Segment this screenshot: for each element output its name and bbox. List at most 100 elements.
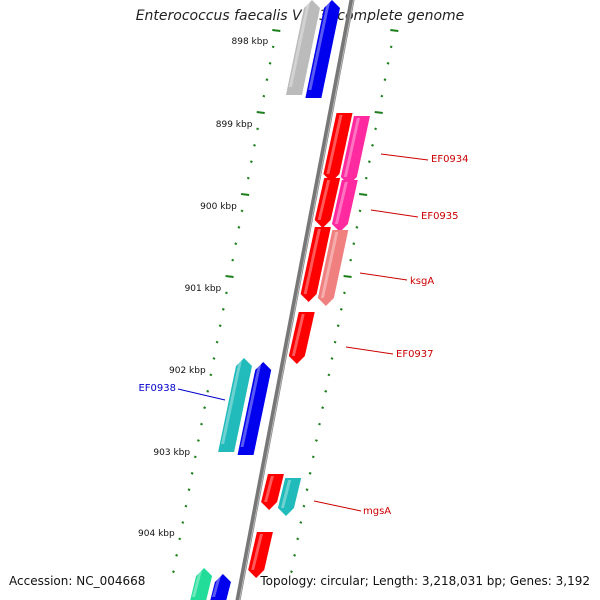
tick-marks — [172, 29, 399, 574]
scale-labels: 898 kbp 899 kbp 900 kbp 901 kbp 902 kbp 903 k… — [138, 37, 268, 539]
tick-mark-right — [380, 94, 384, 98]
gene-shading — [240, 364, 262, 447]
tick-mark-left — [271, 45, 275, 49]
tick-mark-right — [290, 570, 293, 574]
gene-arrow — [261, 474, 284, 510]
tick-mark-left — [225, 275, 234, 278]
tick-mark-right — [342, 291, 346, 295]
scale-label: 899 kbp — [216, 120, 253, 130]
gene-arrow — [305, 0, 340, 98]
gene-label: EF0934 — [431, 154, 469, 165]
tick-mark-right — [349, 258, 353, 262]
tick-mark-right — [333, 340, 337, 344]
gene-arrow — [190, 568, 213, 600]
gene-arrow — [277, 478, 302, 516]
tick-mark-right — [302, 504, 306, 508]
tick-mark-right — [296, 537, 300, 541]
gene-label: mgsA — [363, 506, 391, 517]
tick-mark-left — [172, 570, 175, 574]
tick-mark-left — [262, 94, 266, 98]
gene-arrow — [210, 574, 231, 600]
tick-mark-right — [314, 439, 318, 442]
tick-mark-left — [190, 471, 194, 475]
gene-shading — [320, 232, 339, 298]
scale-label: 903 kbp — [153, 448, 190, 458]
gene-labels: EF0934 EF0935 ksgA EF0937 EF0938 mgsA — [138, 153, 469, 517]
gene-shading — [212, 576, 221, 597]
gene-shading — [280, 480, 292, 508]
tick-mark-right — [386, 61, 390, 65]
tick-mark-left — [209, 373, 213, 377]
tick-mark-right — [318, 422, 321, 426]
gene-shading — [308, 2, 330, 90]
gene-label: ksgA — [410, 276, 434, 287]
tick-mark-right — [364, 176, 368, 180]
scale-label: 901 kbp — [185, 284, 222, 294]
gene-arrow — [317, 230, 349, 306]
tick-mark-right — [358, 209, 362, 213]
gene-shading — [221, 360, 242, 444]
tick-mark-left — [203, 406, 207, 410]
tick-mark-right — [336, 324, 340, 328]
gene-shading — [288, 2, 310, 87]
backbone-line — [235, 0, 355, 600]
tick-mark-left — [175, 553, 179, 557]
tick-mark-left — [178, 537, 182, 541]
tick-mark-left — [212, 357, 216, 360]
tick-mark-left — [256, 127, 260, 131]
gene-arrow — [314, 178, 341, 228]
tick-mark-left — [240, 209, 244, 213]
gene-shading — [192, 570, 203, 597]
tick-mark-left — [224, 291, 228, 295]
gene-shading — [317, 180, 331, 220]
tick-mark-right — [299, 521, 303, 524]
backbone-highlight — [238, 0, 355, 600]
tick-mark-left — [181, 521, 185, 524]
label-leader-line — [370, 209, 419, 218]
tick-mark-left — [246, 176, 250, 180]
gene-arrow — [218, 358, 252, 452]
tick-mark-right — [305, 488, 309, 492]
gene-arrow — [285, 0, 320, 95]
label-leader-line — [313, 500, 362, 512]
tick-mark-left — [184, 504, 188, 508]
tick-mark-left — [234, 242, 238, 246]
tick-mark-left — [193, 455, 197, 459]
tick-mark-right — [327, 373, 331, 377]
gene-shading — [343, 118, 360, 177]
tick-mark-right — [367, 160, 371, 164]
scale-label: 898 kbp — [232, 37, 269, 47]
scale-label: 900 kbp — [200, 202, 237, 212]
gene-shading — [291, 314, 305, 356]
gene-label: EF0937 — [396, 349, 434, 360]
tick-mark-left — [215, 340, 219, 344]
gene-arrow — [331, 180, 358, 232]
gene-shading — [334, 182, 348, 224]
tick-mark-right — [324, 389, 328, 393]
gene-arrow — [340, 116, 370, 185]
tick-mark-right — [355, 225, 359, 229]
tick-mark-left — [237, 225, 241, 229]
tick-mark-right — [339, 307, 343, 311]
gene-arrow — [300, 227, 331, 302]
tick-mark-left — [253, 143, 256, 147]
tick-mark-right — [330, 357, 334, 360]
tick-mark-right — [311, 455, 315, 459]
tick-mark-left — [200, 422, 203, 426]
tick-mark-right — [321, 406, 325, 410]
tick-mark-left — [196, 439, 200, 442]
tick-mark-left — [268, 61, 272, 65]
gene-arrow — [323, 113, 353, 182]
gene-label: EF0938 — [138, 383, 176, 394]
gene-shading — [251, 534, 263, 570]
tick-mark-left — [256, 111, 265, 114]
tick-mark-right — [374, 127, 378, 131]
gene-shading — [264, 476, 274, 502]
tick-mark-left — [206, 389, 210, 393]
tick-mark-right — [359, 193, 368, 196]
gene-features — [190, 0, 370, 600]
tick-mark-left — [221, 307, 225, 311]
tick-mark-left — [265, 78, 269, 82]
